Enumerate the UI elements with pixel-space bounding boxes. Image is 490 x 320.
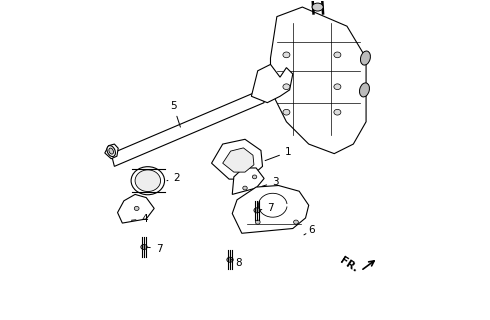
Ellipse shape bbox=[135, 170, 161, 192]
Ellipse shape bbox=[360, 83, 369, 97]
Ellipse shape bbox=[255, 220, 260, 224]
Ellipse shape bbox=[254, 208, 260, 213]
Polygon shape bbox=[251, 64, 293, 103]
Ellipse shape bbox=[107, 146, 116, 156]
Polygon shape bbox=[232, 186, 309, 233]
Ellipse shape bbox=[294, 220, 298, 224]
Polygon shape bbox=[222, 148, 254, 172]
Ellipse shape bbox=[134, 206, 139, 211]
Ellipse shape bbox=[283, 52, 290, 58]
Text: 7: 7 bbox=[261, 203, 274, 213]
Ellipse shape bbox=[361, 51, 370, 65]
Text: 2: 2 bbox=[167, 172, 180, 182]
Ellipse shape bbox=[252, 175, 257, 179]
Text: 7: 7 bbox=[147, 244, 162, 253]
Polygon shape bbox=[118, 195, 154, 223]
Ellipse shape bbox=[141, 244, 147, 250]
Polygon shape bbox=[105, 144, 118, 159]
Ellipse shape bbox=[334, 52, 341, 58]
Text: 3: 3 bbox=[262, 177, 279, 187]
Polygon shape bbox=[111, 90, 264, 166]
Ellipse shape bbox=[334, 84, 341, 90]
Text: 6: 6 bbox=[304, 225, 316, 235]
Text: 4: 4 bbox=[131, 214, 148, 224]
Polygon shape bbox=[270, 7, 366, 154]
Ellipse shape bbox=[283, 84, 290, 90]
Text: FR.: FR. bbox=[338, 255, 360, 274]
Ellipse shape bbox=[131, 167, 165, 195]
Polygon shape bbox=[232, 168, 264, 195]
Ellipse shape bbox=[283, 109, 290, 115]
Ellipse shape bbox=[109, 148, 114, 154]
Text: 1: 1 bbox=[265, 147, 292, 161]
Ellipse shape bbox=[334, 109, 341, 115]
Text: 8: 8 bbox=[231, 258, 242, 268]
Ellipse shape bbox=[243, 186, 247, 190]
Ellipse shape bbox=[312, 3, 323, 11]
Text: 5: 5 bbox=[170, 101, 180, 127]
FancyArrowPatch shape bbox=[363, 261, 374, 269]
Ellipse shape bbox=[227, 257, 233, 262]
Polygon shape bbox=[212, 139, 263, 179]
